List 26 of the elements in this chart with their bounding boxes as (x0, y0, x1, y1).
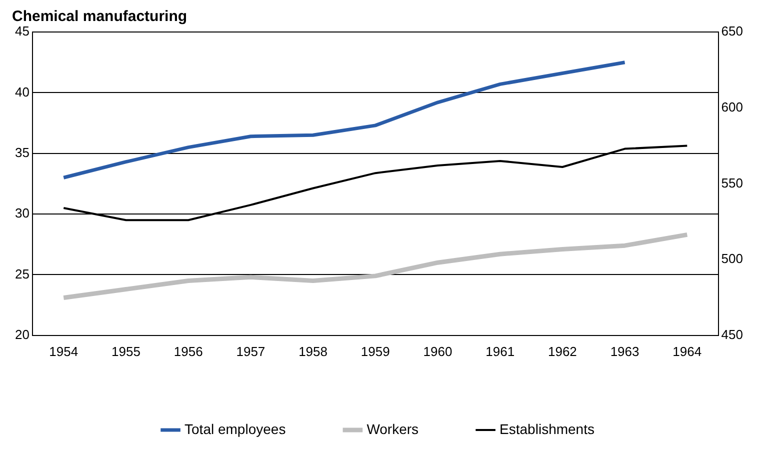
x-tick-label: 1964 (672, 344, 702, 359)
x-tick-label: 1958 (298, 344, 328, 359)
y-tick-label: 45 (14, 24, 30, 39)
y-tick-label: 20 (14, 326, 30, 342)
x-tick-label: 1956 (174, 344, 203, 359)
x-tick-label: 1959 (360, 344, 390, 359)
legend-label: Workers (366, 420, 419, 437)
y-tick-label: 35 (14, 144, 30, 160)
x-tick-label: 1955 (112, 344, 140, 359)
y-tick-label: 40 (14, 84, 30, 100)
x-tick-label: 1962 (548, 344, 577, 359)
y2-tick-label: 500 (721, 251, 744, 266)
x-tick-label: 1961 (486, 344, 515, 359)
x-tick-label: 1954 (49, 344, 78, 359)
y2-tick-label: 650 (721, 24, 744, 39)
x-tick-label: 1963 (610, 344, 640, 359)
x-tick-label: 1957 (236, 344, 266, 359)
y2-tick-label: 600 (721, 99, 744, 114)
legend-label: Establishments (500, 420, 594, 437)
chart-title: Chemical manufacturing (12, 8, 188, 26)
y-tick-label: 30 (14, 206, 30, 221)
x-tick-label: 1960 (423, 344, 452, 359)
y2-tick-label: 550 (721, 175, 744, 190)
y-tick-label: 25 (14, 266, 30, 282)
y2-tick-label: 450 (721, 326, 744, 342)
legend-label: Total employees (184, 420, 286, 437)
